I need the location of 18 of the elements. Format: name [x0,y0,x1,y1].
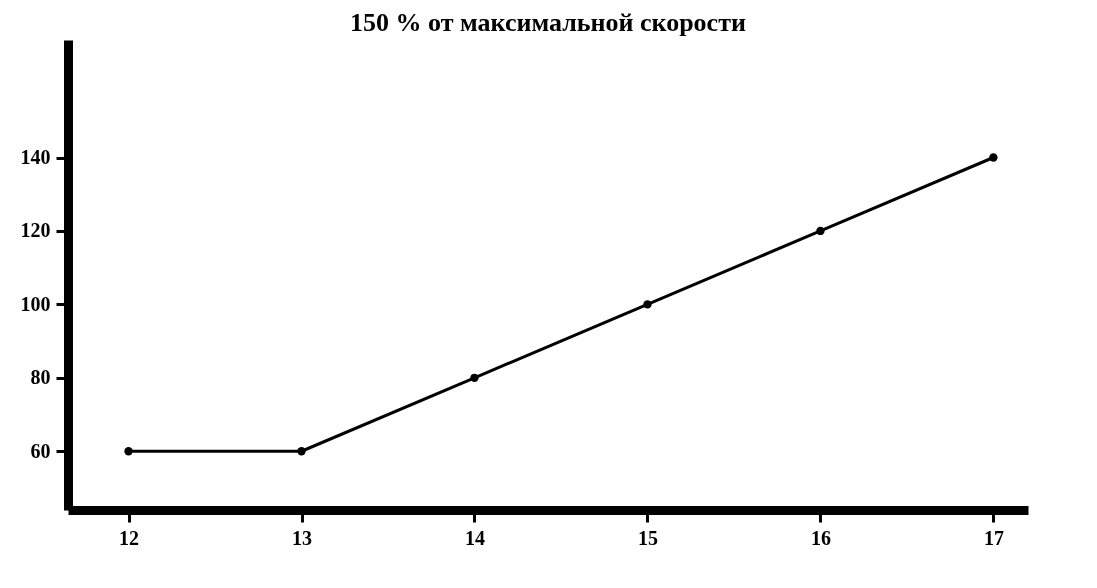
x-tick-label: 12 [119,526,140,549]
point [470,373,479,382]
y-tick-label: 120 [20,219,51,242]
point [816,226,825,236]
point [124,447,133,456]
point [643,300,652,309]
point [297,447,306,456]
chart-title: 150 % от максимальной скорости [350,8,746,37]
x-tick-label: 16 [810,526,831,549]
x-tick-label: 14 [464,526,485,549]
y-tick-label: 100 [20,292,51,315]
x-tick-label: 13 [292,526,313,549]
y-tick-label: 60 [30,439,51,462]
x-tick-label: 15 [637,526,658,549]
point [989,153,998,162]
y-tick-label: 140 [20,146,51,168]
x-tick-label: 17 [983,526,1004,549]
y-tick-label: 80 [30,366,51,389]
